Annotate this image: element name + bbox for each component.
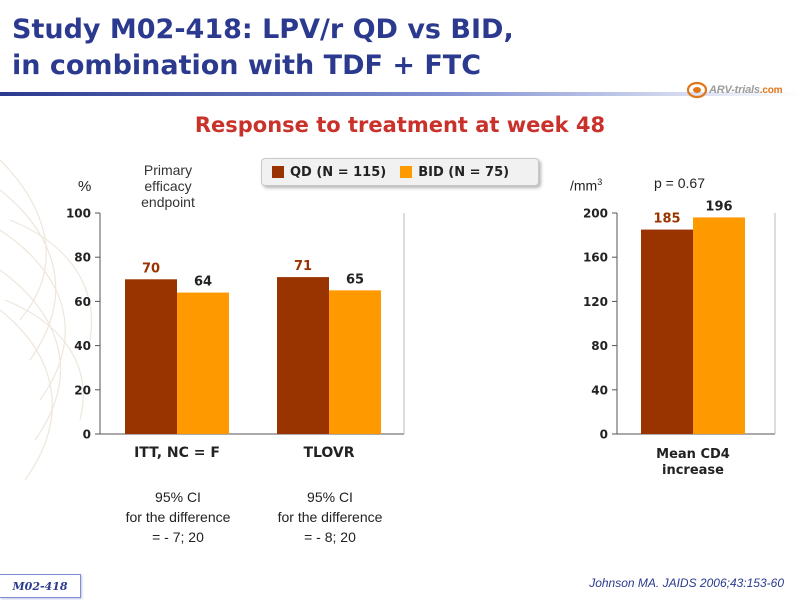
title-line-1: Study M02-418: LPV/r QD vs BID, xyxy=(12,14,514,45)
ci-itt-line-3: = - 7; 20 xyxy=(152,529,204,545)
itt-tlovr-category-label: TLOVR xyxy=(303,445,354,461)
logo-text: ARV-trials.com xyxy=(709,84,783,96)
itt-tlovr-y-tick-label: 80 xyxy=(74,251,91,265)
background-decoration xyxy=(0,159,92,481)
cd4-y-tick-label: 80 xyxy=(591,339,608,353)
right-y-axis-label: /mm3 xyxy=(570,177,602,194)
itt-tlovr-bar-qd xyxy=(125,279,177,434)
itt-tlovr-bar-bid xyxy=(177,292,229,434)
page-title: Study M02-418: LPV/r QD vs BID, in combi… xyxy=(12,12,514,84)
reference-citation: Johnson MA. JAIDS 2006;43:153-60 xyxy=(589,576,784,590)
itt-tlovr-y-tick-label: 40 xyxy=(74,339,91,353)
cd4-y-tick-label: 0 xyxy=(600,428,608,442)
cd4-y-tick-label: 200 xyxy=(583,207,608,221)
legend-item-bid: BID (N = 75) xyxy=(400,165,509,180)
primary-endpoint-note: Primary efficacy endpoint xyxy=(118,162,218,210)
logo-swirl-icon xyxy=(686,81,708,99)
ci-itt-line-2: for the difference xyxy=(125,509,231,525)
cd4-data-label-bid: 196 xyxy=(705,199,732,214)
cd4-bar-bid xyxy=(693,217,745,434)
legend-swatch-bid xyxy=(400,166,413,178)
itt-tlovr-data-label-bid: 64 xyxy=(194,275,212,290)
itt-tlovr-data-label-qd: 70 xyxy=(142,261,160,276)
ci-note-tlovr: 95% CI for the difference = - 8; 20 xyxy=(260,487,400,547)
cd4-bar-qd xyxy=(641,229,693,434)
arv-trials-logo: ARV-trials.com xyxy=(686,78,783,102)
primary-endpoint-line-2: efficacy xyxy=(144,178,192,194)
itt-tlovr-y-tick-label: 100 xyxy=(66,207,91,221)
cd4-y-tick-label: 160 xyxy=(583,251,608,265)
left-y-axis-label: % xyxy=(78,178,92,195)
itt-tlovr-category-label: ITT, NC = F xyxy=(134,445,220,461)
itt-tlovr-y-tick-label: 60 xyxy=(74,295,91,309)
p-value: p = 0.67 xyxy=(654,175,705,191)
legend-label-qd: QD (N = 115) xyxy=(290,164,387,180)
legend-swatch-qd xyxy=(272,166,284,178)
right-y-axis-unit-sup: 3 xyxy=(597,177,603,187)
legend-item-qd: QD (N = 115) xyxy=(272,165,386,180)
ci-tlovr-line-3: = - 8; 20 xyxy=(304,529,356,545)
cd4-data-label-qd: 185 xyxy=(653,212,680,227)
ci-tlovr-line-2: for the difference xyxy=(277,509,383,525)
itt-tlovr-y-tick-label: 20 xyxy=(74,383,91,397)
cd4-y-tick-label: 120 xyxy=(583,295,608,309)
chart-legend: QD (N = 115) BID (N = 75) xyxy=(261,158,539,186)
title-divider xyxy=(0,92,800,96)
ci-tlovr-line-1: 95% CI xyxy=(307,489,353,505)
chart-subtitle: Response to treatment at week 48 xyxy=(194,113,606,137)
ci-itt-line-1: 95% CI xyxy=(155,489,201,505)
itt-tlovr-data-label-qd: 71 xyxy=(294,259,312,274)
legend-label-bid: BID (N = 75) xyxy=(418,164,510,180)
cd4-category-label: increase xyxy=(662,463,724,478)
cd4-category-label: Mean CD4 xyxy=(656,447,730,462)
itt-tlovr-bar-qd xyxy=(277,277,329,434)
itt-tlovr-bar-bid xyxy=(329,290,381,434)
ci-note-itt: 95% CI for the difference = - 7; 20 xyxy=(108,487,248,547)
primary-endpoint-line-1: Primary xyxy=(143,162,193,178)
right-y-axis-unit: /mm xyxy=(570,177,598,194)
study-tag: M02-418 xyxy=(0,574,81,598)
cd4-y-tick-label: 40 xyxy=(591,383,608,397)
title-line-2: in combination with TDF + FTC xyxy=(12,50,482,81)
primary-endpoint-line-3: endpoint xyxy=(141,194,195,210)
itt-tlovr-y-tick-label: 0 xyxy=(83,428,91,442)
itt-tlovr-data-label-bid: 65 xyxy=(346,272,364,287)
